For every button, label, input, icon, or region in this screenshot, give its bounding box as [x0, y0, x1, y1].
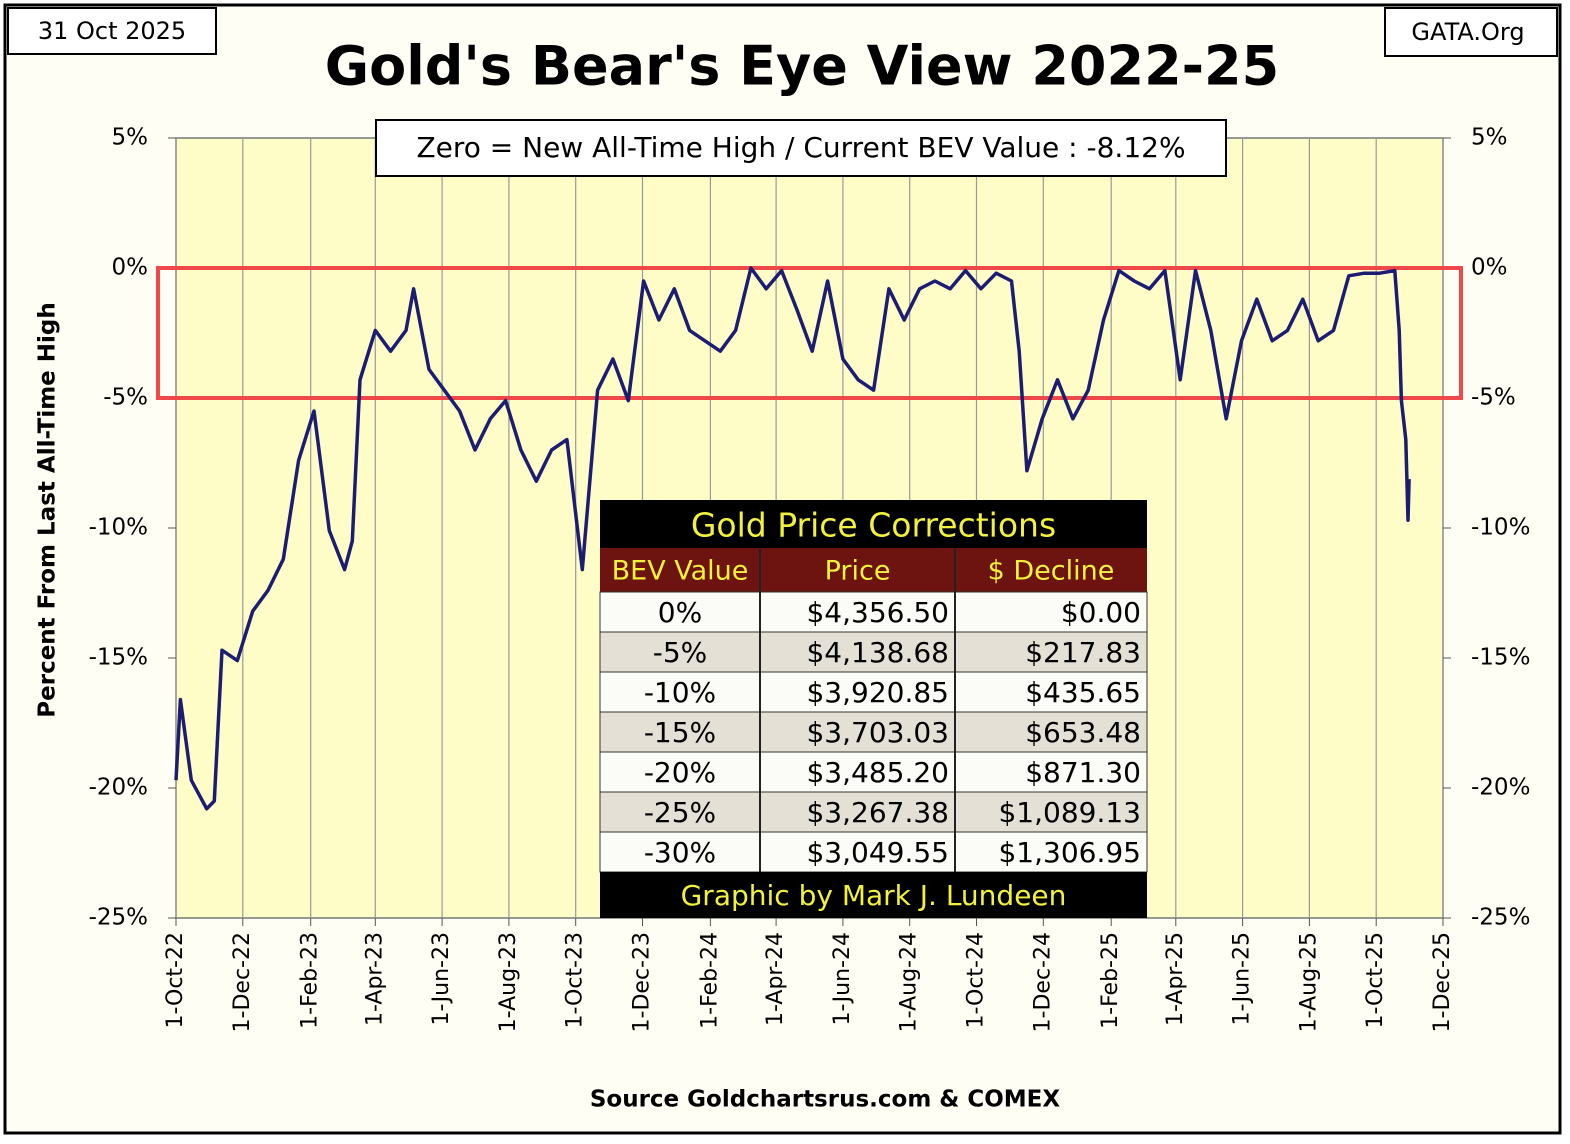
table-row-bg — [599, 711, 1148, 753]
y2-tick-label: -15% — [1471, 645, 1530, 671]
table-footer-bg — [600, 872, 1147, 918]
y-tick-label: -25% — [89, 905, 148, 931]
table-header-bg — [600, 548, 1147, 592]
table-cell: $3,267.38 — [806, 796, 949, 829]
x-tick-label: 1-Dec-23 — [630, 932, 655, 1032]
date-label: 31 Oct 2025 — [38, 17, 186, 45]
x-tick-label: 1-Dec-25 — [1430, 932, 1455, 1032]
x-tick-label: 1-Jun-24 — [830, 932, 855, 1025]
table-cell: $4,138.68 — [806, 636, 949, 669]
table-title: Gold Price Corrections — [691, 506, 1056, 545]
table-cell: $3,920.85 — [806, 676, 949, 709]
y2-tick-label: -10% — [1471, 515, 1530, 541]
x-tick-label: 1-Feb-23 — [298, 932, 323, 1029]
table-cell: $0.00 — [1061, 596, 1141, 629]
y2-tick-label: -5% — [1471, 385, 1516, 411]
table-row-bg — [599, 631, 1148, 673]
table-cell: $3,485.20 — [806, 756, 949, 789]
y-tick-label: 5% — [112, 125, 149, 151]
x-tick-label: 1-Feb-25 — [1098, 932, 1123, 1029]
x-tick-label: 1-Apr-23 — [362, 932, 387, 1026]
highlight-band — [156, 266, 1463, 400]
annotation: Zero = New All-Time High / Current BEV V… — [416, 131, 1185, 164]
table-cell: -5% — [653, 636, 708, 669]
chart-title: Gold's Bear's Eye View 2022-25 — [325, 35, 1279, 98]
y-axis-label: Percent From Last All-Time High — [35, 302, 61, 717]
table-cell: $3,703.03 — [806, 716, 949, 749]
table-cell: -30% — [644, 836, 716, 869]
y-tick-label: -20% — [89, 775, 148, 801]
table-cell: $1,089.13 — [998, 796, 1141, 829]
x-tick-label: 1-Oct-23 — [563, 932, 588, 1029]
y-tick-label: 0% — [112, 255, 149, 281]
x-tick-label: 1-Aug-25 — [1296, 932, 1321, 1032]
data-line — [174, 266, 1411, 811]
table-row-bg — [599, 751, 1148, 793]
table-footer: Graphic by Mark J. Lundeen — [681, 879, 1067, 912]
table-cell: $1,306.95 — [998, 836, 1141, 869]
table-header: $ Decline — [988, 556, 1115, 587]
x-tick-label: 1-Apr-25 — [1163, 932, 1188, 1026]
x-tick-label: 1-Aug-24 — [897, 932, 922, 1032]
site-label: GATA.Org — [1411, 18, 1524, 46]
table-cell: 0% — [658, 596, 702, 629]
table-cell: $653.48 — [1025, 716, 1141, 749]
table-title-bg — [600, 500, 1147, 548]
x-tick-label: 1-Oct-24 — [963, 932, 988, 1029]
site-box — [1384, 7, 1558, 57]
y2-tick-label: 0% — [1471, 255, 1508, 281]
x-tick-label: 1-Aug-23 — [496, 932, 521, 1032]
x-tick-label: 1-Apr-24 — [763, 932, 788, 1026]
table-cell: $4,356.50 — [806, 596, 949, 629]
table-cell: -20% — [644, 756, 716, 789]
x-tick-label: 1-Oct-22 — [163, 932, 188, 1029]
y2-tick-label: -25% — [1471, 905, 1530, 931]
table-header: Price — [825, 556, 891, 587]
x-tick-label: 1-Oct-25 — [1363, 932, 1388, 1029]
date-box — [7, 7, 217, 55]
y-tick-label: -10% — [89, 515, 148, 541]
x-tick-label: 1-Dec-22 — [230, 932, 255, 1032]
x-tick-label: 1-Jun-23 — [429, 932, 454, 1025]
table-row-bg — [599, 831, 1148, 873]
x-tick-label: 1-Jun-25 — [1230, 932, 1255, 1025]
table-row-bg — [599, 791, 1148, 833]
table-header: BEV Value — [612, 556, 749, 587]
y-tick-label: -15% — [89, 645, 148, 671]
table-row-bg — [599, 591, 1148, 633]
table-cell: $3,049.55 — [806, 836, 949, 869]
x-tick-label: 1-Dec-24 — [1030, 932, 1055, 1032]
x-tick-label: 1-Feb-24 — [697, 932, 722, 1029]
y-tick-label: -5% — [103, 385, 148, 411]
source-label: Source Goldchartsrus.com & COMEX — [590, 1087, 1061, 1113]
table-cell: $871.30 — [1025, 756, 1141, 789]
y2-tick-label: 5% — [1471, 125, 1508, 151]
table-cell: $217.83 — [1025, 636, 1141, 669]
table-cell: -15% — [644, 716, 716, 749]
table-cell: -10% — [644, 676, 716, 709]
table-cell: -25% — [644, 796, 716, 829]
y2-tick-label: -20% — [1471, 775, 1530, 801]
annotation-box — [375, 119, 1227, 177]
table-cell: $435.65 — [1025, 676, 1141, 709]
table-row-bg — [599, 671, 1148, 713]
